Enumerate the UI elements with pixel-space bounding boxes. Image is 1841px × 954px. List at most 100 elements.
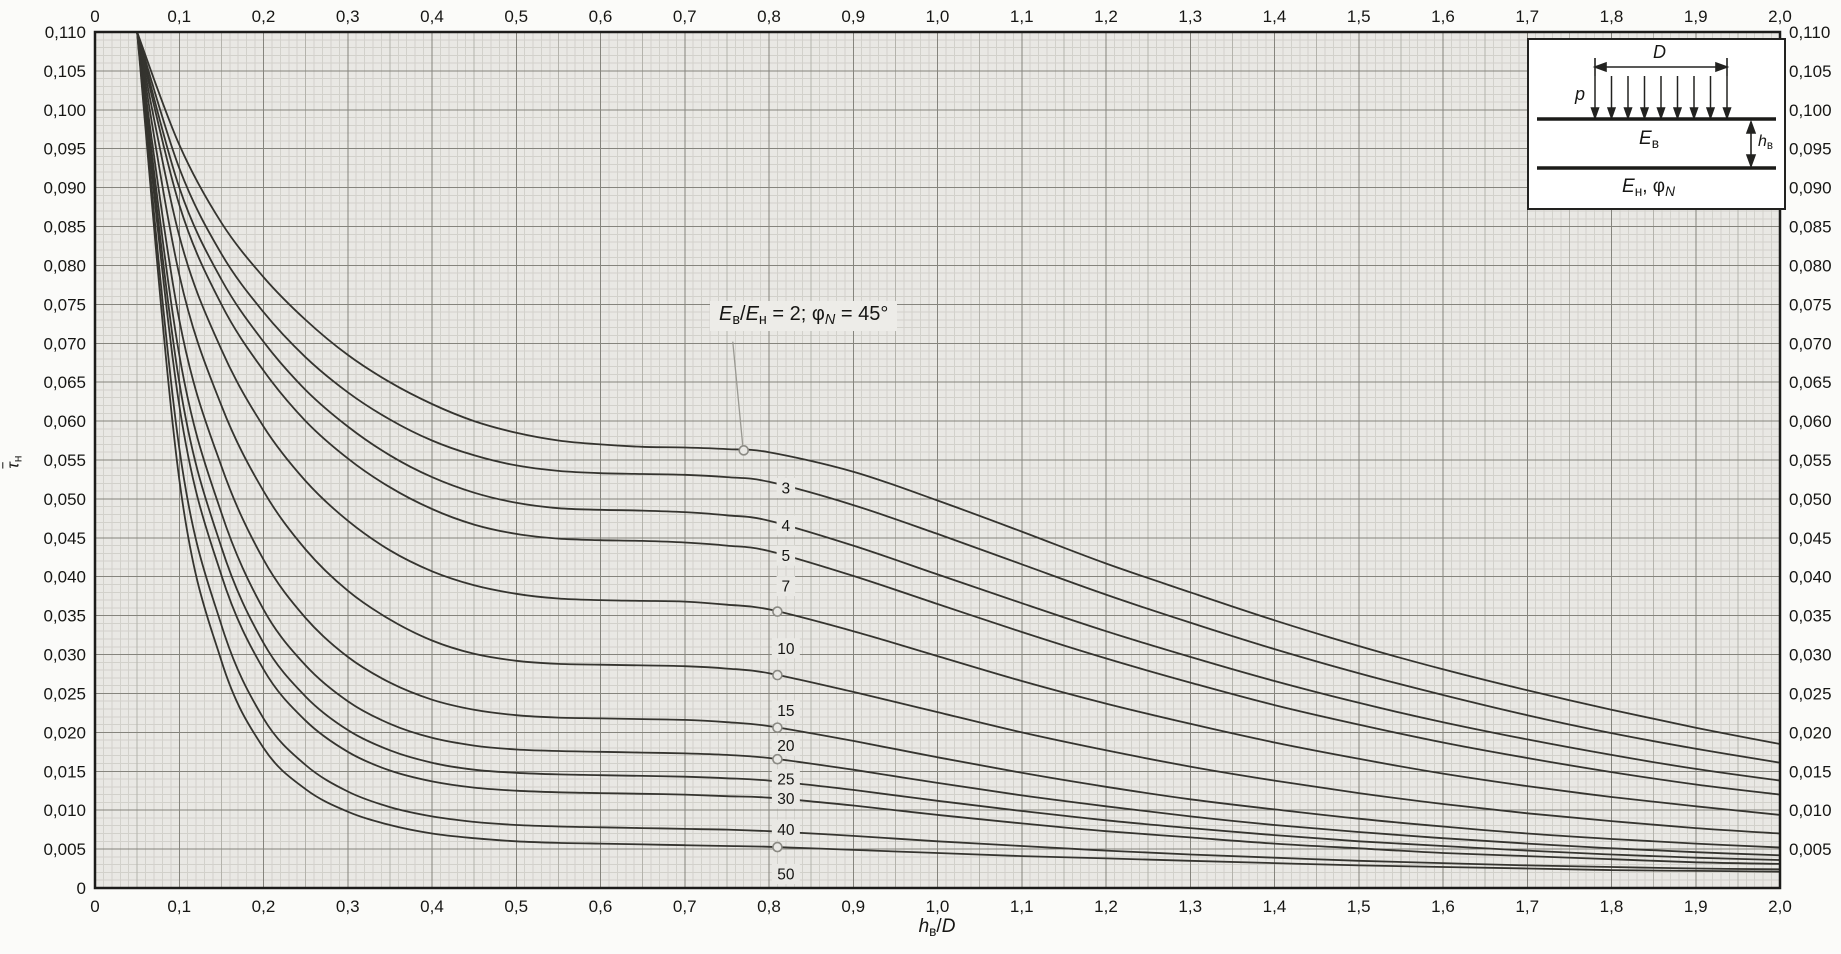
curve-label-bg	[776, 545, 796, 566]
label-token: E	[745, 303, 759, 326]
x-tick-bottom: 0,4	[420, 897, 444, 916]
x-tick-bottom: 1,1	[1010, 897, 1034, 916]
label-token: в	[1766, 140, 1774, 153]
label-token: н	[758, 312, 767, 329]
curve-label-40: 40	[777, 822, 795, 839]
curve-label-bg	[771, 819, 800, 840]
y-tick-left: 0,035	[43, 607, 86, 626]
curve-label-bg	[771, 863, 800, 884]
curve-label-bg	[771, 638, 800, 659]
y-tick-right: 0,015	[1789, 762, 1832, 781]
curve-label-bg	[771, 769, 800, 790]
curve-label-bg	[771, 735, 800, 756]
x-tick-bottom: 0,1	[167, 897, 191, 916]
label-token: в	[732, 312, 741, 329]
y-axis-title: τн	[3, 455, 24, 468]
y-tick-right: 0,105	[1789, 62, 1832, 81]
curve-25	[136, 32, 1780, 861]
x-tick-top: 1,7	[1515, 7, 1539, 26]
y-tick-right: 0,045	[1789, 529, 1832, 548]
x-tick-top: 0	[90, 7, 99, 26]
grid	[94, 31, 1781, 889]
label-token: h	[1758, 133, 1767, 150]
curve-label-50: 50	[777, 866, 795, 883]
x-tick-top: 0,4	[420, 7, 444, 26]
y-tick-right: 0,100	[1789, 101, 1832, 120]
y-tick-left: 0,050	[43, 490, 86, 509]
label-token: в	[929, 923, 937, 939]
y-tick-right: 0,095	[1789, 140, 1832, 159]
curve-10	[136, 32, 1780, 835]
y-tick-right: 0,060	[1789, 412, 1832, 431]
x-tick-top: 1,2	[1094, 7, 1118, 26]
x-tick-top: 0,9	[841, 7, 865, 26]
curve-label-bg	[771, 788, 800, 809]
x-tick-bottom: 1,3	[1178, 897, 1202, 916]
label-token: D	[1653, 42, 1666, 62]
y-tick-left: 0,090	[43, 179, 86, 198]
curve-family	[136, 32, 1780, 873]
y-tick-left: 0,080	[43, 256, 86, 275]
label-token: D	[941, 916, 956, 937]
y-tick-right: 0,070	[1789, 334, 1832, 353]
y-tick-left: 0,095	[43, 140, 86, 159]
x-tick-bottom: 0,9	[841, 897, 865, 916]
y-tick-left: 0,110	[45, 23, 86, 42]
x-tick-top: 1,3	[1178, 7, 1202, 26]
curve-15	[136, 32, 1780, 849]
x-tick-top: 0,2	[252, 7, 276, 26]
label-token: E	[1639, 128, 1652, 149]
x-tick-bottom: 1,0	[926, 897, 950, 916]
y-tick-left: 0,105	[43, 62, 86, 81]
x-tick-top: 1,0	[926, 7, 950, 26]
curve-20	[136, 32, 1780, 857]
curve-label-25: 25	[777, 772, 794, 789]
x-tick-bottom: 0,7	[673, 897, 697, 916]
inset-label-D: D	[1653, 42, 1666, 63]
x-tick-top: 1,1	[1010, 7, 1034, 26]
curve-label-bg	[776, 576, 796, 597]
y-tick-right: 0,005	[1789, 840, 1832, 859]
x-tick-bottom: 1,7	[1515, 897, 1539, 916]
curve-50	[136, 32, 1780, 873]
dimension-D-icon	[1592, 58, 1730, 76]
curve-label-bg	[771, 700, 800, 721]
y-tick-left: 0,005	[43, 840, 86, 859]
plot-frame	[93, 30, 1782, 890]
x-tick-top: 1,6	[1431, 7, 1455, 26]
y-tick-left: 0,030	[43, 646, 86, 665]
label-token: /	[936, 916, 942, 937]
y-tick-right: 0,055	[1789, 451, 1832, 470]
x-tick-top: 0,8	[757, 7, 781, 26]
y-tick-right: 0,065	[1789, 373, 1832, 392]
x-tick-bottom: 0	[90, 897, 99, 916]
marker-10	[772, 669, 783, 681]
x-tick-top: 0,5	[504, 7, 528, 26]
curve-label-10: 10	[777, 641, 795, 658]
y-tick-right: 0,040	[1789, 568, 1832, 587]
curve-40	[136, 32, 1780, 871]
y-tick-right: 0,010	[1789, 801, 1832, 820]
x-tick-top: 1,9	[1684, 7, 1708, 26]
y-tick-right: 0,035	[1789, 607, 1832, 626]
y-tick-right: 0,090	[1789, 179, 1832, 198]
marker-20	[772, 753, 783, 765]
x-tick-bottom: 1,5	[1347, 897, 1371, 916]
y-tick-right: 0,020	[1789, 723, 1832, 742]
marker-15	[772, 722, 783, 733]
curve-label-4: 4	[782, 518, 791, 535]
inset-label-E-upper: Eв	[1639, 128, 1659, 151]
y-tick-left: 0,085	[43, 218, 86, 237]
curve-label-15: 15	[777, 703, 794, 720]
curve-5	[136, 32, 1780, 796]
curve-labels: 3 4 5 7 10 15 20 25 30 40 50	[771, 478, 800, 884]
curve-label-30: 30	[777, 791, 795, 808]
x-tick-top: 0,3	[336, 7, 360, 26]
y-tick-left: 0,045	[43, 529, 86, 548]
y-tick-right: 0,075	[1789, 295, 1832, 314]
x-tick-bottom: 1,9	[1684, 897, 1708, 916]
y-tick-left: 0	[77, 879, 86, 898]
dimension-h-icon	[1745, 119, 1757, 169]
label-token: н	[10, 455, 25, 463]
